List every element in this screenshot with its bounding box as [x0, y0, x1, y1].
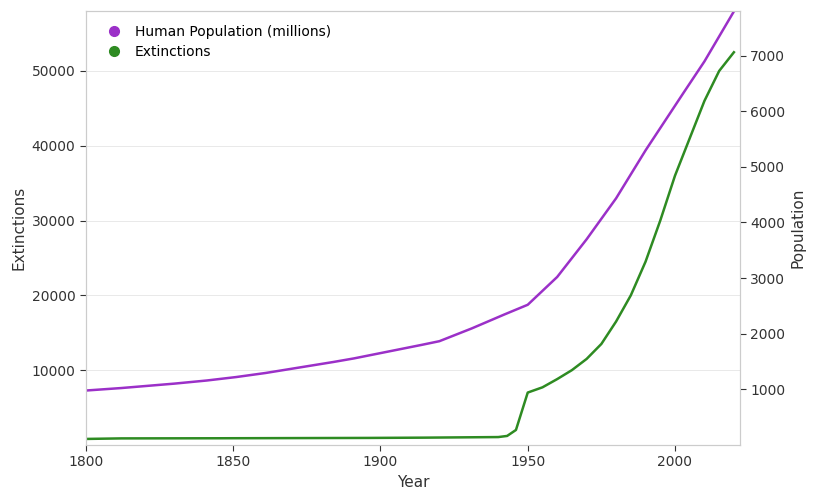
Human Population (millions) [729, 9, 739, 15]
Y-axis label: Extinctions: Extinctions [11, 186, 26, 270]
Human Population (millions) [266, 369, 276, 375]
Extinctions [152, 435, 162, 441]
Human Population (millions) [293, 365, 303, 371]
Legend: Human Population (millions), Extinctions: Human Population (millions), Extinctions [93, 18, 337, 66]
Extinctions [729, 49, 739, 55]
Extinctions [452, 434, 462, 440]
Y-axis label: Population: Population [791, 188, 806, 268]
Line: Extinctions: Extinctions [86, 52, 734, 439]
Human Population (millions) [81, 387, 91, 393]
Extinctions [502, 433, 512, 439]
Extinctions [81, 436, 91, 442]
Extinctions [402, 435, 412, 441]
Human Population (millions) [152, 382, 162, 388]
Human Population (millions) [502, 310, 512, 316]
Line: Human Population (millions): Human Population (millions) [86, 12, 734, 390]
Extinctions [293, 435, 303, 441]
X-axis label: Year: Year [396, 475, 429, 490]
Human Population (millions) [452, 331, 462, 337]
Human Population (millions) [402, 345, 412, 351]
Extinctions [266, 435, 276, 441]
